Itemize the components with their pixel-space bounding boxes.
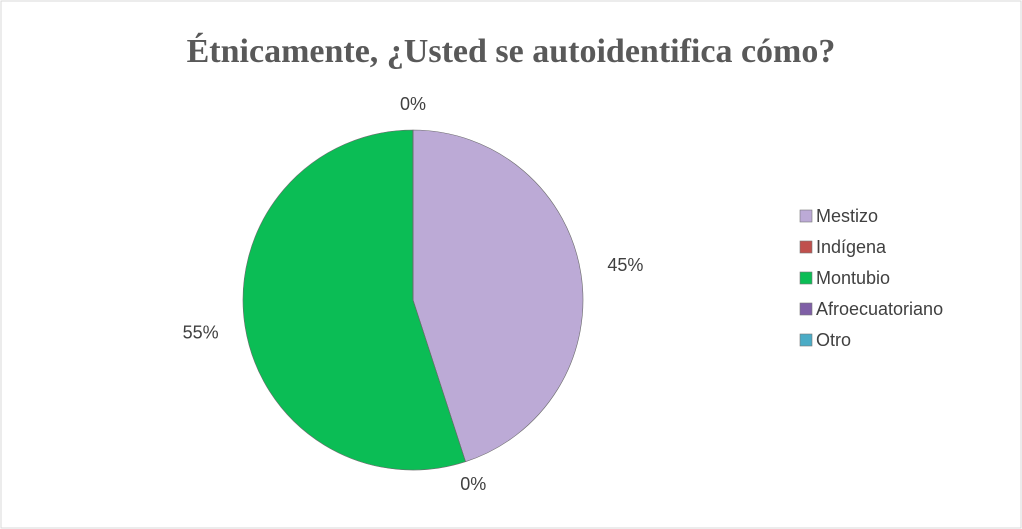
legend-label: Otro xyxy=(816,330,851,350)
legend-label: Afroecuatoriano xyxy=(816,299,943,319)
pie-slice xyxy=(242,129,466,471)
chart-title: Étnicamente, ¿Usted se autoidentifica có… xyxy=(187,33,836,70)
legend-swatch xyxy=(799,271,813,285)
legend-label: Indígena xyxy=(816,237,887,257)
legend-swatch xyxy=(799,240,813,254)
legend-swatch xyxy=(799,302,813,316)
legend-label: Montubio xyxy=(816,268,890,288)
data-label: 0% xyxy=(400,94,426,114)
data-label: 55% xyxy=(183,322,219,342)
pie-slice xyxy=(412,129,584,463)
legend-swatch xyxy=(799,209,813,223)
data-label: 0% xyxy=(460,474,486,494)
legend-swatch xyxy=(799,333,813,347)
legend-label: Mestizo xyxy=(816,206,878,226)
data-label: 45% xyxy=(607,255,643,275)
